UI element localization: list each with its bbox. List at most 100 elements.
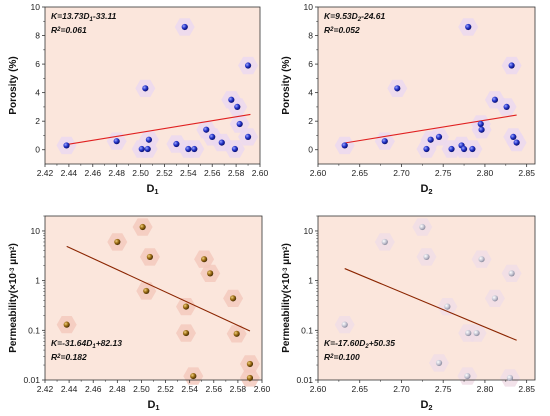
data-point (508, 270, 515, 277)
data-point (236, 120, 243, 128)
data-point (143, 287, 150, 295)
y-tick-label: 8 (308, 31, 313, 41)
data-point (465, 329, 472, 337)
x-axis-label: D2 (420, 183, 432, 196)
y-axis-label: Porosity (%) (281, 56, 292, 114)
x-tick-label: 2.46 (85, 168, 102, 178)
data-point (435, 133, 443, 140)
y-tick-label: 1 (308, 276, 313, 286)
y-axis-label: Porosity (%) (8, 56, 19, 114)
data-point (246, 360, 254, 368)
data-point (478, 256, 485, 263)
data-point (146, 253, 153, 261)
data-point (473, 329, 480, 337)
data-point (419, 223, 426, 231)
data-point (228, 96, 235, 103)
fit-equation: K=13.73D1-33.11 (51, 11, 117, 23)
data-point (244, 133, 252, 140)
x-tick-label: 2.60 (310, 168, 327, 178)
data-point (144, 145, 151, 153)
y-tick-label: 10 (31, 226, 41, 236)
y-tick-label: 6 (308, 59, 313, 69)
data-point (491, 96, 499, 103)
x-axis-label: D2 (420, 399, 432, 412)
data-point (503, 103, 510, 111)
data-point (231, 145, 239, 153)
r-squared: R2=0.100 (324, 352, 360, 362)
data-point (145, 136, 153, 143)
x-tick-label: 2.65 (351, 168, 368, 178)
x-tick-label: 2.70 (393, 384, 410, 394)
x-tick-label: 2.65 (351, 384, 368, 394)
x-axis-label: D1 (147, 399, 159, 412)
data-point (139, 223, 146, 231)
data-point (233, 330, 240, 337)
data-point (394, 85, 401, 92)
x-tick-label: 2.48 (108, 168, 125, 178)
data-point (182, 303, 190, 310)
y-tick-label: 0.01 (296, 375, 313, 385)
x-tick-label: 2.50 (133, 384, 150, 394)
y-tick-label: 4 (35, 88, 40, 98)
data-point (138, 145, 145, 153)
data-point (469, 145, 476, 153)
y-axis-label: Permeability(×10-3 μm2) (8, 243, 19, 353)
fit-line (344, 268, 517, 341)
plot-frame (317, 6, 536, 165)
x-tick-label: 2.56 (204, 168, 221, 178)
y-tick-label: 6 (35, 59, 40, 69)
data-point (427, 136, 434, 143)
data-point (423, 253, 430, 261)
data-point (448, 145, 455, 153)
data-point (218, 139, 225, 146)
data-point (341, 321, 348, 328)
chart-panel-bottom-right: 2.60 2.65 2.70 2.75 2.80 2.85 0.01 0.1 1 10 K=-17.… (281, 215, 536, 412)
x-tick-label: 2.42 (37, 168, 54, 178)
x-tick-label: 2.60 (254, 384, 271, 394)
x-tick-label: 2.58 (230, 384, 247, 394)
x-tick-label: 2.75 (435, 168, 452, 178)
x-tick-label: 2.60 (310, 384, 327, 394)
r-squared: R2=0.182 (51, 352, 87, 362)
y-tick-label: 4 (308, 88, 313, 98)
data-point (142, 85, 149, 92)
data-point (63, 321, 70, 328)
data-point (381, 238, 388, 246)
data-point (508, 62, 515, 69)
x-tick-label: 2.44 (61, 168, 78, 178)
data-point (209, 133, 216, 140)
x-tick-label: 2.50 (132, 168, 149, 178)
data-point (244, 62, 252, 69)
data-point (203, 126, 210, 133)
data-point (444, 303, 451, 310)
y-tick-label: 0.1 (301, 325, 313, 335)
y-tick-label: 10 (31, 2, 41, 12)
fit-equation: K=9.53D2-24.61 (324, 11, 386, 23)
chart-panel-bottom-left: 2.42 2.44 2.46 2.48 2.50 2.52 2.54 2.56 2.58 2.60… (8, 215, 271, 412)
y-tick-label: 0.1 (28, 325, 40, 335)
chart-panel-top-right: 2.60 2.65 2.70 2.75 2.80 2.85 0 2 4 6 8 10 K=9.53D2-… (281, 2, 536, 196)
data-point (246, 374, 254, 382)
y-tick-label: 1 (35, 276, 40, 286)
x-tick-label: 2.85 (518, 384, 535, 394)
data-point (181, 23, 188, 31)
x-tick-label: 2.44 (61, 384, 78, 394)
fit-line (66, 113, 251, 146)
x-tick-label: 2.85 (518, 168, 535, 178)
x-tick-label: 2.52 (156, 168, 173, 178)
data-point (191, 145, 198, 153)
data-point (381, 138, 388, 145)
x-tick-label: 2.52 (157, 384, 174, 394)
data-point (510, 133, 517, 140)
fit-equation: K=-31.64D1+82.13 (51, 338, 122, 350)
x-tick-label: 2.70 (393, 168, 410, 178)
x-tick-label: 2.75 (435, 384, 452, 394)
data-point (435, 359, 443, 367)
data-point (423, 145, 430, 153)
x-tick-label: 2.54 (181, 384, 198, 394)
x-tick-label: 2.60 (252, 168, 269, 178)
y-tick-label: 2 (308, 116, 313, 126)
data-point (190, 372, 197, 380)
data-point (506, 374, 514, 382)
